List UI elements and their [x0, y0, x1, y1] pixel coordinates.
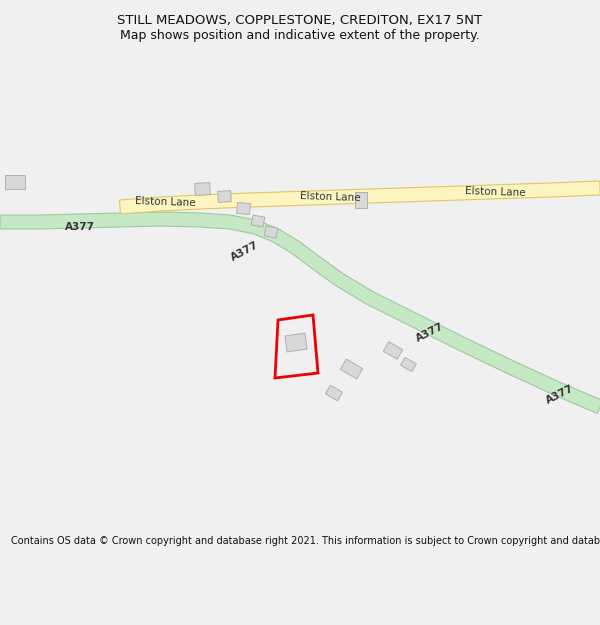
Polygon shape — [325, 385, 343, 401]
Text: Elston Lane: Elston Lane — [299, 191, 361, 203]
Polygon shape — [236, 202, 250, 214]
Polygon shape — [340, 359, 363, 379]
Text: A377: A377 — [415, 322, 446, 344]
Text: STILL MEADOWS, COPPLESTONE, CREDITON, EX17 5NT: STILL MEADOWS, COPPLESTONE, CREDITON, EX… — [118, 14, 482, 27]
Polygon shape — [401, 357, 416, 372]
Polygon shape — [5, 175, 25, 189]
Polygon shape — [355, 192, 367, 208]
Polygon shape — [0, 212, 600, 414]
Text: Elston Lane: Elston Lane — [134, 196, 196, 208]
Text: A377: A377 — [65, 222, 95, 232]
Text: Contains OS data © Crown copyright and database right 2021. This information is : Contains OS data © Crown copyright and d… — [11, 536, 600, 546]
Polygon shape — [194, 182, 211, 196]
Polygon shape — [264, 226, 278, 238]
Text: A377: A377 — [544, 384, 575, 406]
Polygon shape — [251, 215, 265, 227]
Polygon shape — [119, 181, 600, 214]
Text: Map shows position and indicative extent of the property.: Map shows position and indicative extent… — [120, 29, 480, 42]
Text: Elston Lane: Elston Lane — [464, 186, 526, 198]
Polygon shape — [383, 342, 403, 359]
Polygon shape — [285, 333, 307, 352]
Polygon shape — [218, 191, 231, 202]
Text: A377: A377 — [229, 239, 260, 262]
